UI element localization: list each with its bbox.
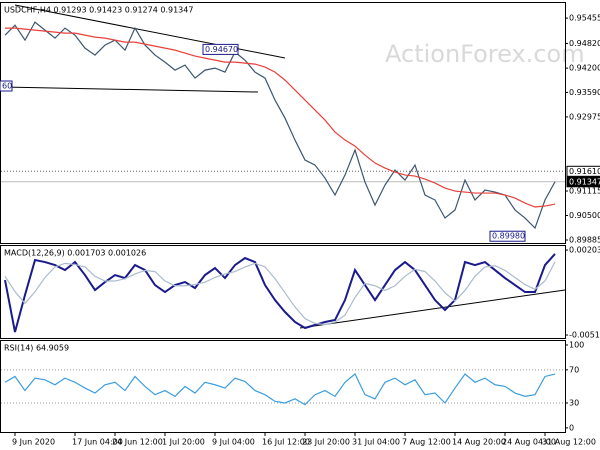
y-tick-label: 0.94820: [569, 39, 600, 48]
series-line: [5, 27, 556, 208]
x-tick-label: 24 Aug 04:00: [502, 438, 556, 447]
y-tick-label: 0.91115: [569, 187, 600, 196]
panel-frame: [0, 2, 566, 244]
panel-title: RSI(14) 64.9059: [4, 344, 69, 353]
price-label: 0.91610: [569, 167, 600, 176]
y-tick-label: 0: [569, 423, 574, 432]
trend-line: [299, 289, 566, 329]
x-tick-label: 1 Jul 20:00: [162, 438, 205, 447]
panel-frame: [0, 340, 566, 433]
edge-label: 60: [2, 82, 12, 91]
series-line: [4, 21, 556, 230]
series-line: [4, 261, 556, 326]
x-tick-label: 14 Aug 20:00: [452, 438, 506, 447]
x-tick-label: 23 Jul 20:00: [302, 438, 350, 447]
annotation-label: 0.89980: [492, 232, 525, 241]
y-tick-label: -0.005187: [569, 331, 600, 340]
y-tick-label: 70: [569, 365, 579, 374]
trend-line: [14, 4, 286, 59]
y-tick-label: 0.95455: [569, 14, 600, 23]
annotation-label: 0.94670: [205, 45, 238, 54]
x-tick-label: 24 Jun 12:00: [112, 438, 163, 447]
edge-box: [0, 80, 13, 92]
panel-title: USDCHF,H4 0.91293 0.91423 0.91274 0.9134…: [4, 6, 193, 15]
annotation-box: [489, 230, 526, 242]
y-tick-label: 100: [569, 340, 584, 349]
annotation-box: [202, 43, 239, 55]
x-tick-label: 9 Jul 04:00: [212, 438, 255, 447]
y-tick-label: 0.90500: [569, 211, 600, 220]
x-tick-label: 31 Jul 04:00: [352, 438, 400, 447]
trend-line: [2, 86, 259, 93]
y-tick-label: 0.93590: [569, 88, 600, 97]
panel-frame: [0, 245, 566, 339]
series-line: [4, 373, 556, 406]
x-tick-label: 7 Aug 12:00: [402, 438, 451, 447]
x-tick-label: 31 Aug 12:00: [542, 438, 596, 447]
y-tick-label: 0.92975: [569, 112, 600, 121]
y-tick-label: 0.002031: [569, 246, 600, 255]
watermark: ActionForex.com: [385, 40, 585, 68]
y-tick-label: 0.94200: [569, 64, 600, 73]
x-tick-label: 17 Jun 04:00: [72, 438, 123, 447]
panel-title: MACD(12,26,9) 0.001703 0.001026: [4, 249, 146, 258]
price-label: 0.91347: [569, 177, 600, 186]
y-tick-label: 0.89885: [569, 236, 600, 245]
y-tick-label: 30: [569, 398, 579, 407]
series-line: [4, 253, 556, 333]
x-tick-label: 9 Jun 2020: [12, 438, 55, 447]
x-tick-label: 16 Jul 12:00: [262, 438, 310, 447]
price-box: [566, 176, 600, 188]
